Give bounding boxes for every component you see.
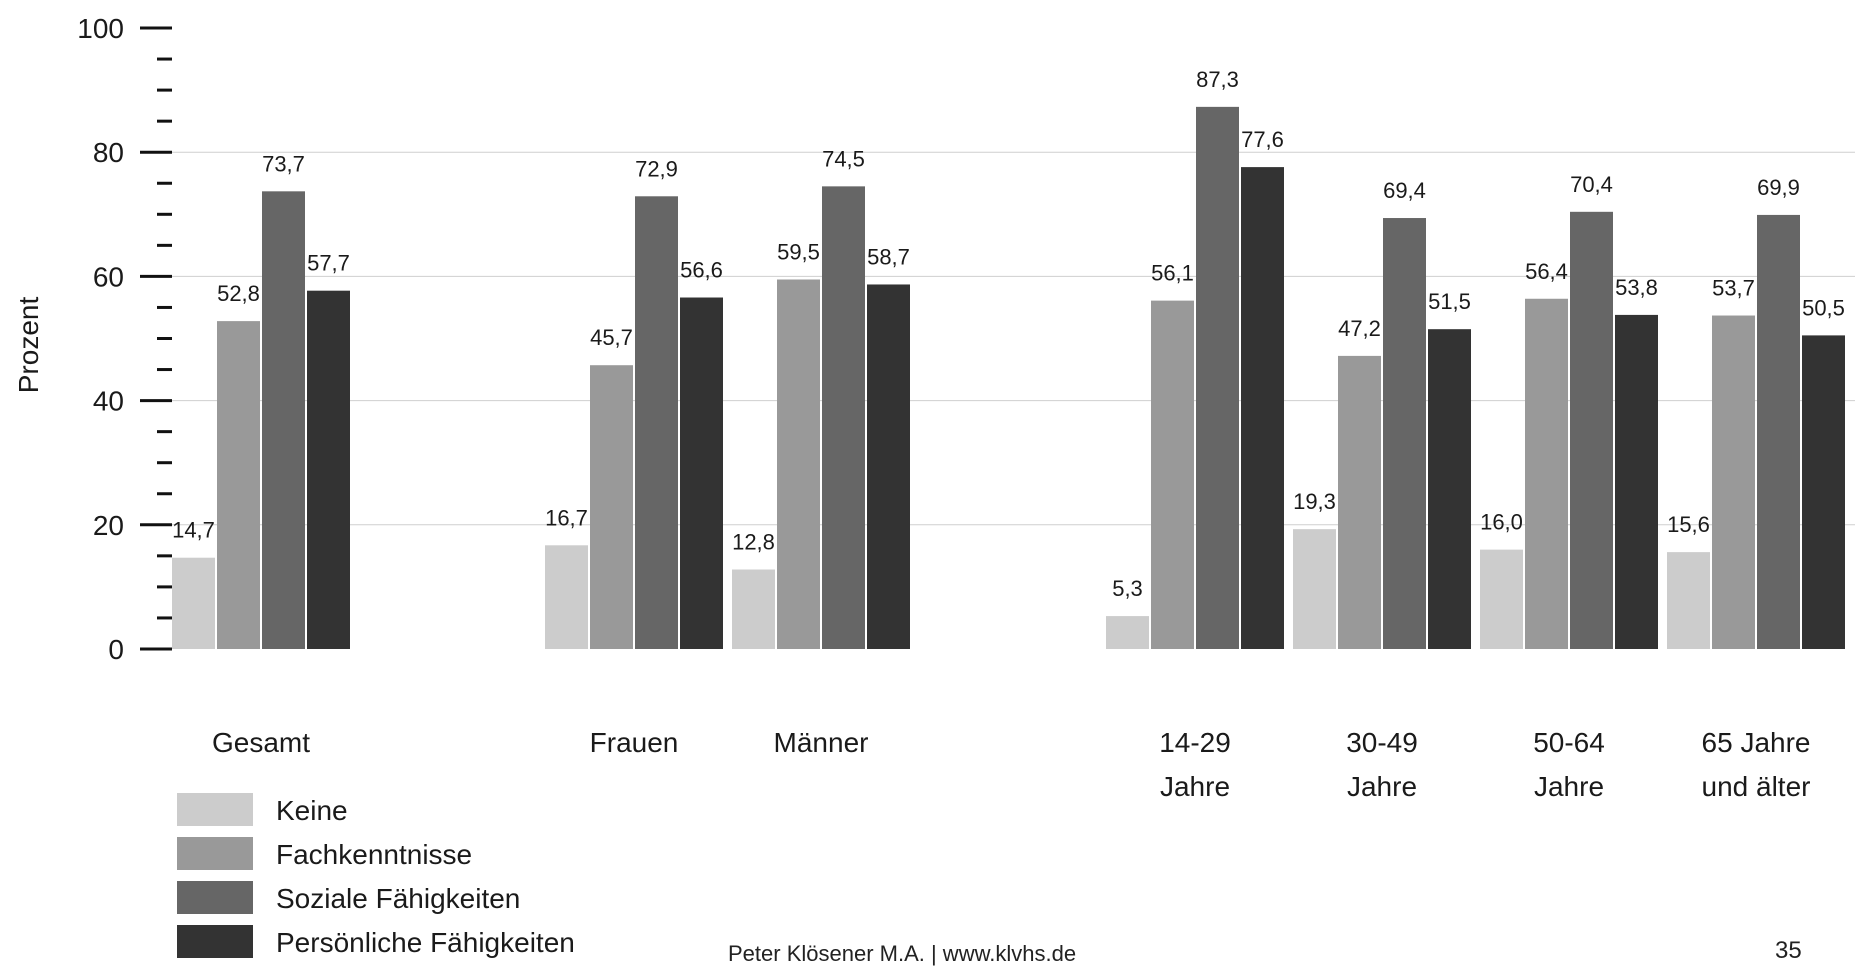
bar [1151,300,1194,649]
bar [1802,335,1845,649]
bar-value-label: 15,6 [1667,512,1710,537]
bar [1106,616,1149,649]
legend-swatch [177,925,253,958]
bar [1712,315,1755,649]
bar [307,290,350,649]
bar-value-label: 16,0 [1480,510,1523,535]
legend: Keine Fachkenntnisse Soziale Fähigkeiten Pe… [177,793,575,958]
bar-value-label: 56,4 [1525,259,1568,284]
bar [732,569,775,649]
bar-value-label: 58,7 [867,244,910,269]
bar [172,557,215,649]
y-tick-label: 40 [93,386,124,417]
x-category-label: Männer [774,727,869,758]
bar [777,279,820,649]
x-category-label: Frauen [590,727,679,758]
x-category-label: 65 Jahre [1702,727,1811,758]
bar-value-label: 12,8 [732,530,775,555]
bar [1615,314,1658,649]
x-category-label: Jahre [1160,771,1230,802]
bar-value-label: 69,9 [1757,175,1800,200]
bar-value-label: 14,7 [172,518,215,543]
y-axis: 0 20 40 60 80 100 [77,13,172,665]
y-tick-label: 0 [108,634,124,665]
bar [1196,106,1239,649]
bar-value-label: 70,4 [1570,172,1613,197]
bar-value-label: 52,8 [217,281,260,306]
legend-label: Soziale Fähigkeiten [276,883,520,914]
bar-value-label: 50,5 [1802,295,1845,320]
bar-value-label: 69,4 [1383,178,1426,203]
legend-label: Persönliche Fähigkeiten [276,927,575,958]
x-category-label: Jahre [1347,771,1417,802]
x-category-label: 14-29 [1159,727,1231,758]
bar [1525,298,1568,649]
bar-value-label: 74,5 [822,146,865,171]
bar [1338,355,1381,649]
bar-value-label: 53,8 [1615,275,1658,300]
bar [867,284,910,649]
bars [172,106,1845,650]
bar [1757,214,1800,649]
bar-value-label: 87,3 [1196,67,1239,92]
bar-value-label: 51,5 [1428,289,1471,314]
footer-credit: Peter Klösener M.A. | www.klvhs.de [728,941,1077,966]
legend-swatch [177,837,253,870]
bar [590,365,633,649]
bar-value-label: 56,6 [680,258,723,283]
bar-value-label: 16,7 [545,505,588,530]
bar [217,321,260,649]
x-category-label: und älter [1702,771,1811,802]
bar-value-label: 56,1 [1151,261,1194,286]
value-labels: 14,7 16,7 12,8 5,3 19,3 16,0 15,6 52,8 45,7 59,5 5… [172,67,1845,601]
bar [1241,167,1284,649]
bar-value-label: 72,9 [635,156,678,181]
bar-value-label: 45,7 [590,325,633,350]
y-tick-label: 60 [93,261,124,292]
x-axis-labels: Gesamt Frauen Männer 14-29 Jahre 30-49 Jahre 50… [212,727,1811,802]
bar-value-label: 77,6 [1241,127,1284,152]
bar [1480,549,1523,649]
bar [822,186,865,650]
bar-value-label: 57,7 [307,251,350,276]
bar-value-label: 59,5 [777,240,820,265]
y-axis-title: Prozent [13,297,44,394]
page-number: 35 [1775,937,1802,964]
y-tick-label: 80 [93,137,124,168]
legend-label: Fachkenntnisse [276,839,472,870]
bar [545,545,588,649]
legend-label: Keine [276,795,348,826]
bar [262,191,305,649]
bar [1383,218,1426,649]
bar [680,297,723,649]
bar [1570,211,1613,650]
x-category-label: 30-49 [1346,727,1418,758]
y-tick-label: 100 [77,13,124,44]
bar [635,196,678,649]
y-tick-label: 20 [93,510,124,541]
legend-swatch [177,881,253,914]
bar [1667,552,1710,649]
bar-value-label: 19,3 [1293,489,1336,514]
bar-value-label: 47,2 [1338,316,1381,341]
bar-value-label: 5,3 [1112,576,1143,601]
bar [1293,529,1336,649]
bar-value-label: 73,7 [262,151,305,176]
x-category-label: Gesamt [212,727,310,758]
legend-swatch [177,793,253,826]
bar-value-label: 53,7 [1712,276,1755,301]
bar [1428,329,1471,649]
x-category-label: Jahre [1534,771,1604,802]
x-category-label: 50-64 [1533,727,1605,758]
